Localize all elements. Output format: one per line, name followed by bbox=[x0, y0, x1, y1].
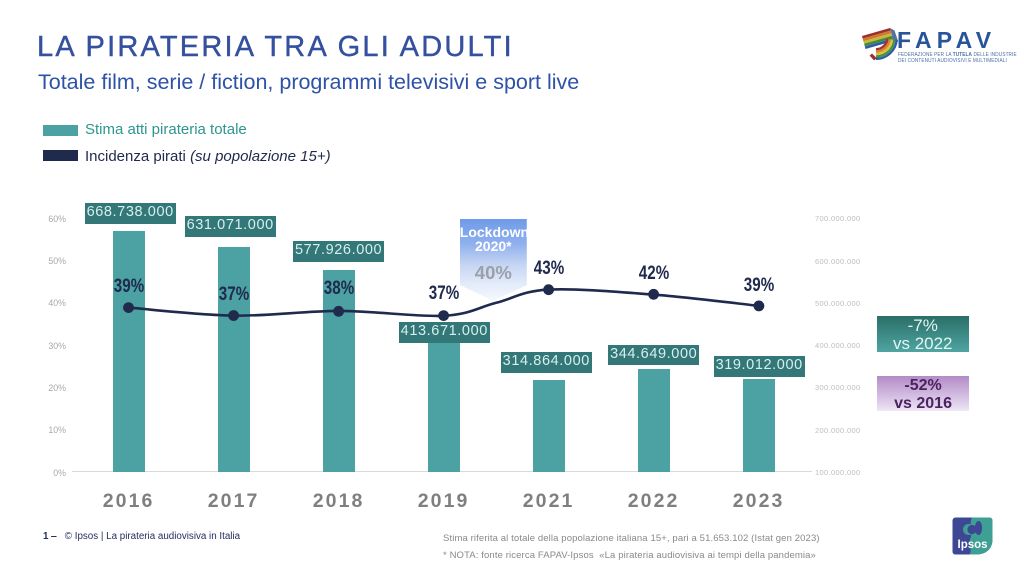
svg-text:Ipsos: Ipsos bbox=[958, 539, 988, 551]
